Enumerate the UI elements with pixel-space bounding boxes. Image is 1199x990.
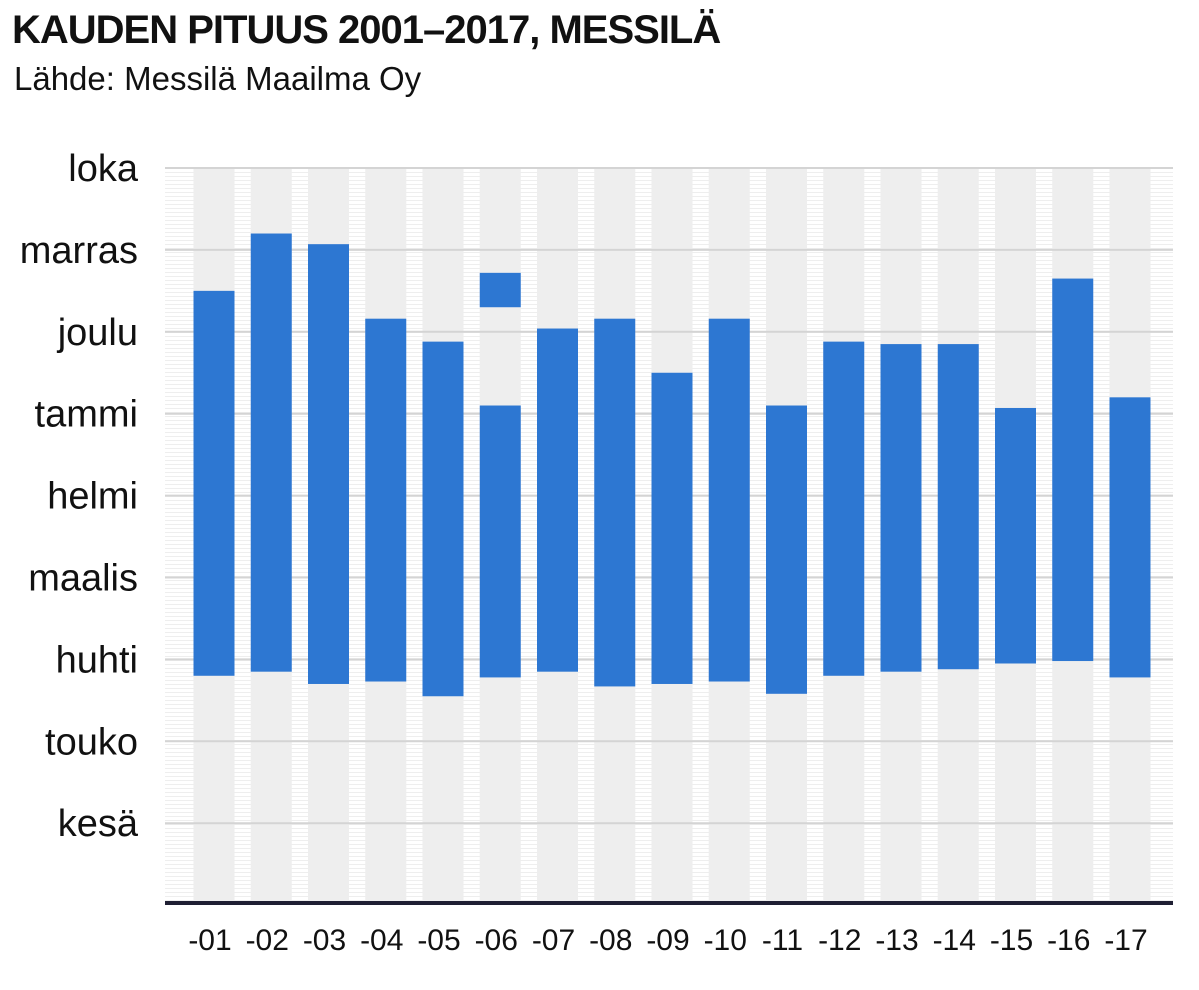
y-tick-label: marras [20, 230, 138, 272]
x-tick-label: -07 [532, 924, 575, 957]
x-tick-label: -03 [303, 924, 346, 957]
bar [308, 244, 349, 684]
x-tick-label: -16 [1047, 924, 1090, 957]
chart-title: KAUDEN PITUUS 2001–2017, MESSILÄ [12, 8, 721, 52]
x-tick-label: -05 [417, 924, 460, 957]
bar [365, 318, 407, 682]
bar [937, 344, 979, 670]
bar [479, 405, 521, 678]
chart-subtitle: Lähde: Messilä Maailma Oy [14, 60, 422, 97]
bar [1052, 278, 1094, 662]
x-tick-label: -12 [818, 924, 861, 957]
x-tick-label: -02 [246, 924, 289, 957]
x-tick-label: -13 [875, 924, 918, 957]
x-tick-label: -17 [1104, 924, 1147, 957]
bar [479, 272, 521, 308]
y-tick-label: touko [45, 721, 138, 763]
y-tick-label: helmi [47, 476, 138, 518]
bar [594, 318, 636, 687]
x-tick-label: -14 [933, 924, 976, 957]
x-tick-label: -06 [475, 924, 518, 957]
x-axis-labels: -01 -02 -03 -04 -05 -06 -07 -08 -09 -10 -11 -12 -13-… [188, 924, 1147, 957]
x-tick-label: -11 [762, 924, 803, 957]
bar [250, 233, 292, 672]
bar [708, 318, 750, 682]
bar [880, 344, 922, 672]
x-tick-label: -01 [188, 924, 231, 957]
bars [193, 233, 1151, 697]
bar [766, 405, 807, 694]
bar [823, 341, 865, 676]
x-tick-label: -09 [646, 924, 689, 957]
bar [422, 341, 464, 697]
y-tick-label: huhti [56, 639, 138, 681]
bar [537, 328, 578, 672]
bar [193, 290, 235, 676]
y-tick-label: joulu [57, 312, 138, 354]
y-tick-label: maalis [28, 558, 138, 600]
y-axis-labels: loka marras joulu tammi helmi maalis huhti touk… [20, 148, 139, 845]
y-tick-label: tammi [35, 394, 138, 436]
bar [651, 372, 693, 684]
bar [1109, 397, 1151, 678]
x-tick-label: -08 [589, 924, 632, 957]
x-tick-label: -04 [360, 924, 403, 957]
bar [995, 407, 1036, 664]
x-tick-label: -15 [990, 924, 1033, 957]
x-tick-label: -10 [704, 924, 747, 957]
y-tick-label: loka [68, 148, 139, 190]
y-tick-label: kesä [58, 803, 139, 845]
